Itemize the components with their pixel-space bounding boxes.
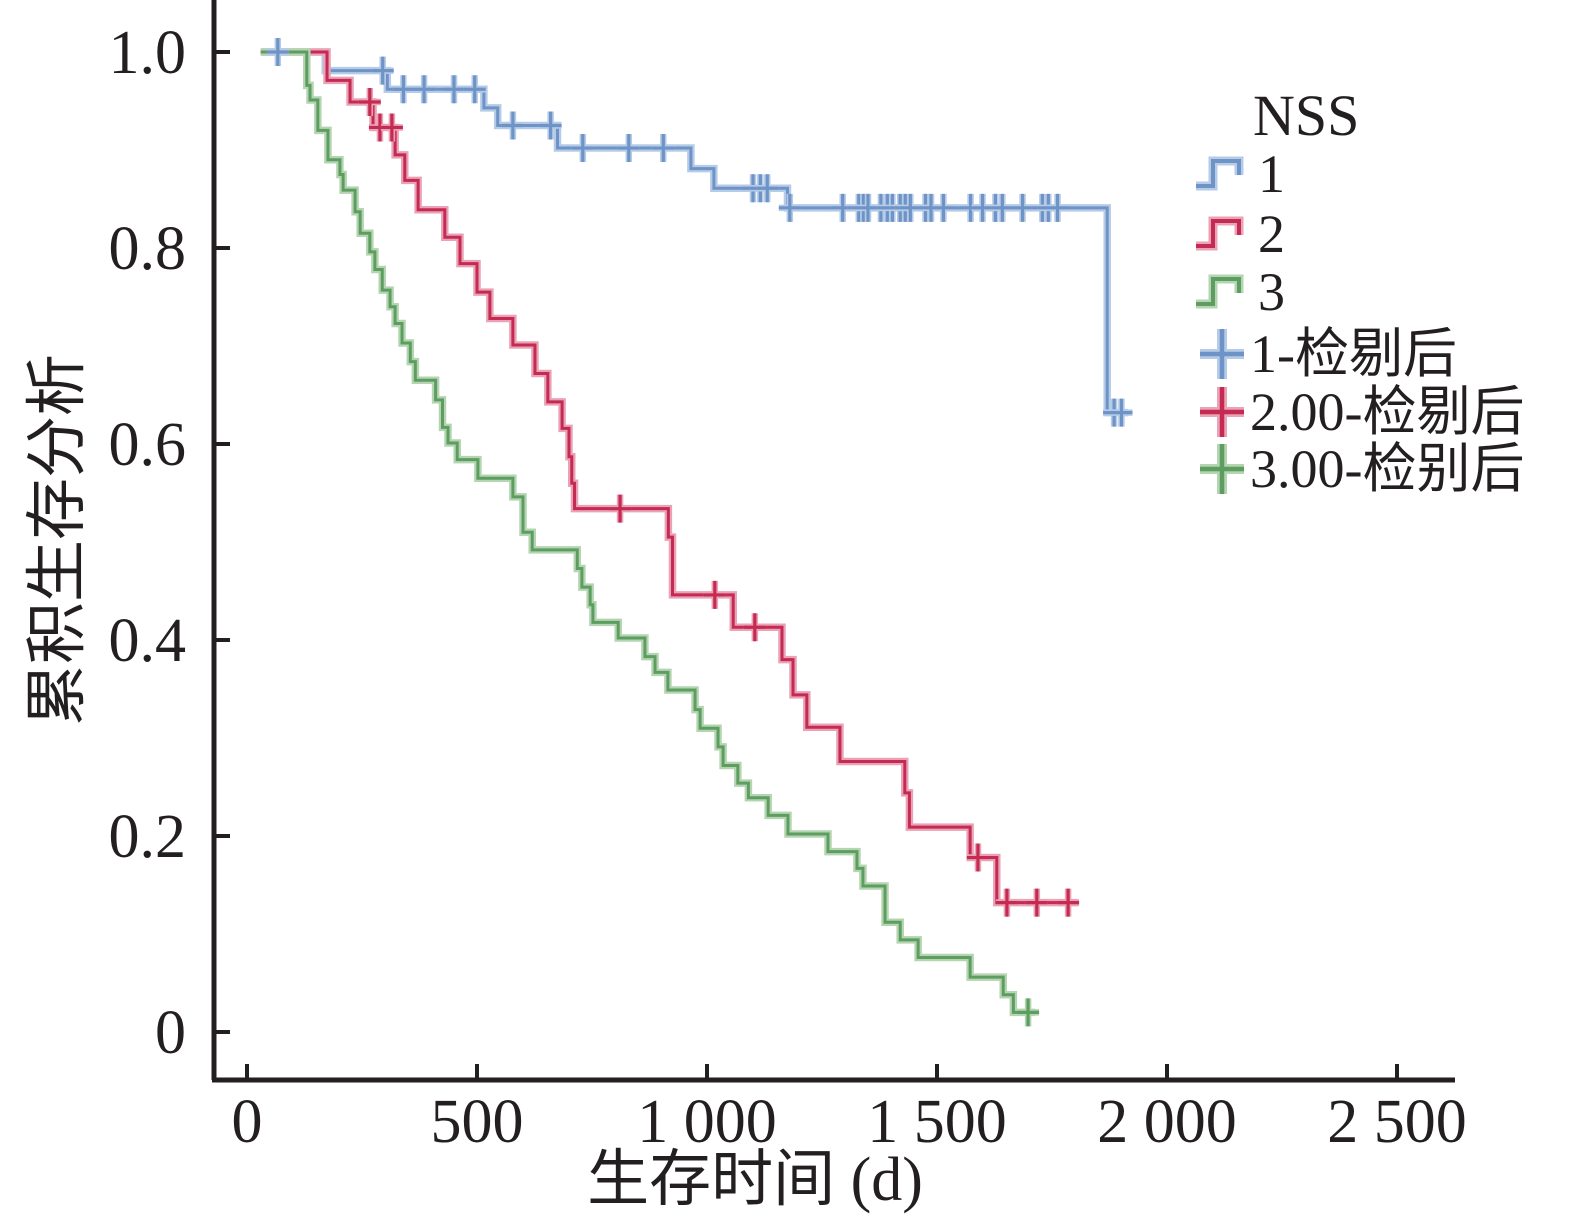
censor-mark-NSS 2	[609, 494, 632, 523]
survival-curve-halo-NSS 1	[260, 48, 1128, 417]
censor-mark-NSS 2	[1025, 888, 1048, 917]
legend-title: NSS	[1253, 83, 1359, 148]
censor-mark-NSS 1	[463, 75, 486, 104]
legend-line-swatch-NSS 1	[1196, 159, 1241, 188]
censor-mark-NSS 1	[778, 193, 801, 222]
censor-mark-NSS 1	[501, 111, 524, 140]
censor-mark-NSS 2	[995, 888, 1018, 917]
survival-curve-halo-NSS 2	[260, 48, 1079, 907]
censor-mark-NSS 1	[991, 193, 1014, 222]
y-tick-label: 0.4	[109, 607, 187, 675]
x-tick-label: 1 000	[637, 1088, 777, 1156]
y-tick-label: 0	[155, 999, 186, 1067]
legend-censor-label: 2.00-检剔后	[1250, 382, 1524, 442]
legend-line-swatch-halo	[1196, 216, 1244, 251]
legend-label: 3	[1258, 262, 1285, 322]
y-tick-label: 1.0	[109, 19, 187, 87]
x-tick-label: 2 500	[1327, 1088, 1467, 1156]
censor-mark-NSS 1	[571, 134, 594, 163]
censor-mark-NSS 1	[652, 134, 675, 163]
censor-marks	[266, 38, 1133, 1027]
survival-curve-NSS 2	[260, 50, 1079, 905]
censor-mark-NSS 2	[966, 843, 989, 872]
legend-censor-swatch-NSS 3	[1200, 444, 1244, 494]
censor-mark-NSS 1	[1046, 193, 1069, 222]
legend-label: 1	[1258, 144, 1285, 204]
censor-mark-NSS 2	[743, 613, 766, 642]
censor-mark-NSS 2	[358, 87, 381, 116]
censor-mark-NSS 1	[1011, 193, 1034, 222]
y-tick-label: 0.8	[109, 215, 187, 283]
censor-mark-NSS 2	[703, 580, 726, 609]
y-axis-title: 累积生存分析	[24, 354, 92, 726]
y-tick-label: 0.6	[109, 411, 187, 479]
x-tick-label: 500	[431, 1088, 524, 1156]
legend-censor-label: 1-检剔后	[1250, 324, 1457, 384]
censor-mark-NSS 3	[1017, 998, 1040, 1027]
legend-line-swatch-halo	[1196, 156, 1244, 191]
x-tick-label: 1 500	[867, 1088, 1007, 1156]
censor-mark-NSS 1	[371, 56, 394, 85]
censor-mark-NSS 2	[380, 113, 403, 142]
censor-mark-NSS 1	[932, 193, 955, 222]
survival-curve-NSS 3	[260, 50, 1035, 1014]
x-tick-label: 2 000	[1097, 1088, 1237, 1156]
axes: 1.0 0.8 0.6 0.4 0.2 00 500 1 000 1 500 2 000 2 500	[109, 0, 1467, 1156]
x-axis-title: 生存时间 (d)	[587, 1146, 923, 1214]
survival-curve-NSS 1	[260, 50, 1128, 415]
legend-censor-swatch-NSS 1	[1200, 329, 1244, 379]
censor-mark-NSS 1	[266, 38, 289, 66]
censor-mark-NSS 1	[617, 134, 640, 163]
legend-line-swatch-NSS 2	[1196, 219, 1241, 248]
legend-line-swatch-halo	[1196, 274, 1244, 309]
censor-mark-NSS 1	[539, 111, 562, 140]
censor-mark-NSS 1	[413, 75, 436, 104]
censor-mark-NSS 1	[392, 75, 415, 104]
censor-mark-NSS 1	[1110, 398, 1133, 427]
censor-mark-NSS 1	[443, 75, 465, 104]
censor-mark-NSS 2	[1057, 888, 1080, 917]
y-tick-label: 0.2	[109, 803, 187, 871]
legend-censor-swatch-NSS 2	[1200, 387, 1244, 437]
legend-censor-label: 3.00-检别后	[1250, 439, 1524, 499]
legend-label: 2	[1258, 204, 1285, 264]
legend-line-swatch-NSS 3	[1196, 277, 1241, 306]
x-tick-label: 0	[232, 1088, 263, 1156]
censor-mark-NSS 1	[756, 174, 779, 203]
series-curves	[260, 48, 1128, 1017]
survival-curve-halo-NSS 3	[260, 48, 1035, 1017]
